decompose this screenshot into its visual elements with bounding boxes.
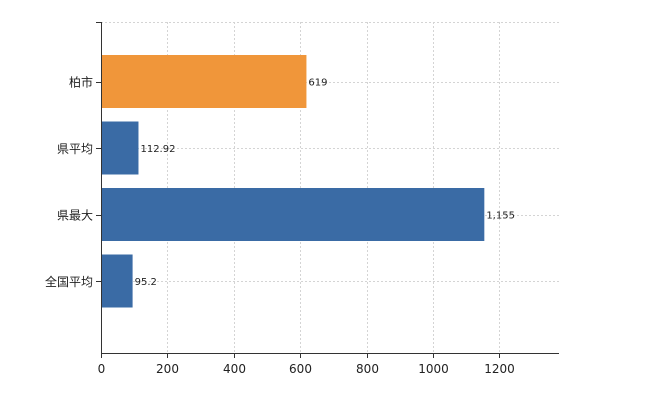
category-label-1: 県平均	[57, 142, 93, 156]
x-tick-label-3: 600	[289, 362, 312, 376]
bar-3	[102, 254, 133, 308]
category-label-3: 全国平均	[45, 274, 93, 289]
bar-0	[102, 55, 307, 108]
x-tick-label-2: 400	[223, 362, 246, 376]
data-label-0: 619	[308, 78, 327, 89]
bars	[102, 55, 485, 308]
bar-2	[102, 188, 485, 241]
axes	[96, 22, 559, 358]
labels: 619 112.92 1,155 95.2 0 200 400 600 800 1000 1200 柏…	[45, 75, 515, 377]
x-tick-label-5: 1000	[418, 362, 449, 376]
data-label-3: 95.2	[135, 277, 157, 288]
bar-1	[102, 121, 139, 175]
data-label-2: 1,155	[486, 211, 515, 222]
x-tick-label-0: 0	[98, 362, 106, 376]
x-tick-label-4: 800	[356, 362, 379, 376]
category-label-2: 県最大	[57, 209, 93, 223]
data-label-1: 112.92	[140, 144, 175, 155]
category-label-0: 柏市	[69, 75, 93, 90]
x-tick-label-6: 1200	[484, 362, 515, 376]
x-tick-label-1: 200	[156, 362, 179, 376]
